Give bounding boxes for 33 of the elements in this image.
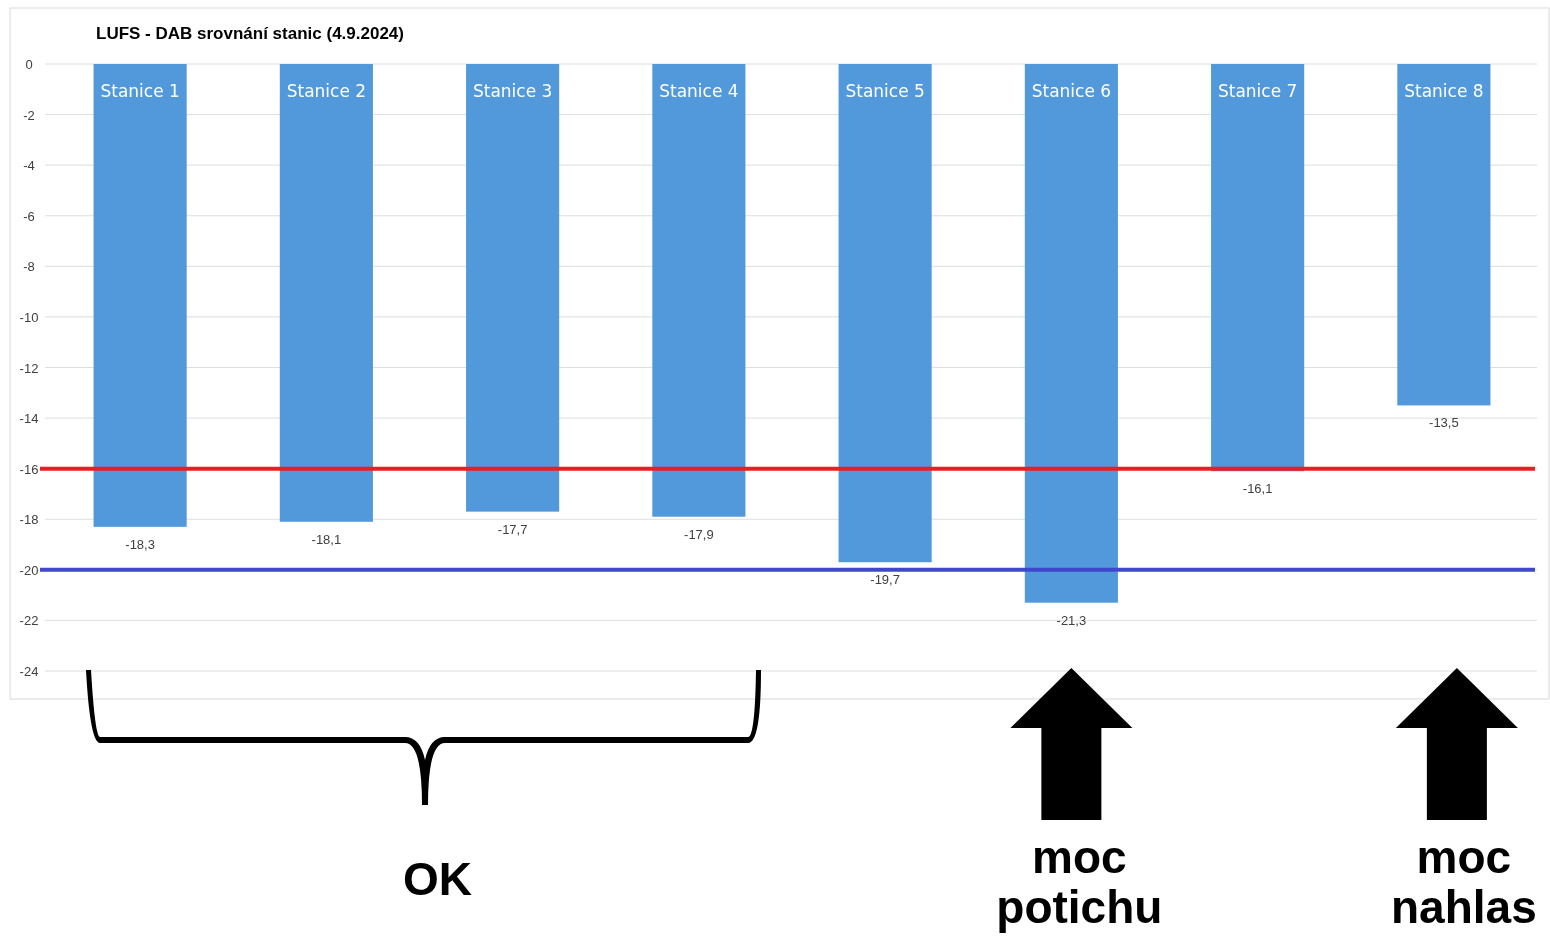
y-tick-label: -20	[19, 562, 39, 578]
y-tick-label: -14	[19, 411, 39, 427]
x-tick-label: Stanice 7	[1217, 81, 1298, 101]
data-label: -16,1	[1242, 481, 1273, 497]
x-tick-label: Stanice 1	[100, 81, 180, 101]
data-label: -18,3	[125, 536, 155, 552]
y-tick-label: -2	[23, 107, 35, 123]
y-tick-label: -18	[19, 512, 39, 528]
x-tick-label: Stanice 4	[659, 81, 739, 101]
text: moc nahlas	[1391, 831, 1537, 933]
data-label: -17,7	[497, 521, 528, 537]
y-tick-label: -10	[19, 309, 39, 325]
x-tick-label: Stanice 3	[472, 81, 553, 101]
chart-title: LUFS - DAB srovnání stanic (4.9.2024)	[96, 24, 404, 43]
data-label: -18,1	[311, 531, 342, 547]
text: OK	[403, 853, 472, 905]
data-label: -19,7	[870, 572, 900, 588]
y-tick-label: -24	[19, 664, 39, 679]
data-label: -21,3	[1056, 612, 1087, 628]
x-tick-label: Stanice 6	[1031, 81, 1112, 101]
data-label: -17,9	[684, 526, 714, 542]
y-tick-label: -4	[23, 158, 35, 174]
y-tick-label: -8	[23, 259, 35, 275]
x-tick-label: Stanice 2	[286, 81, 367, 101]
y-tick-label: -16	[19, 461, 39, 477]
data-label: -13,5	[1429, 415, 1459, 431]
y-tick-label: -22	[19, 613, 39, 629]
y-tick-label: -6	[23, 208, 35, 224]
x-tick-label: Stanice 8	[1404, 81, 1484, 101]
text: moc potichu	[996, 831, 1163, 933]
y-tick-label: 0	[25, 57, 33, 72]
y-tick-label: -12	[19, 360, 39, 376]
x-tick-label: Stanice 5	[845, 81, 925, 101]
